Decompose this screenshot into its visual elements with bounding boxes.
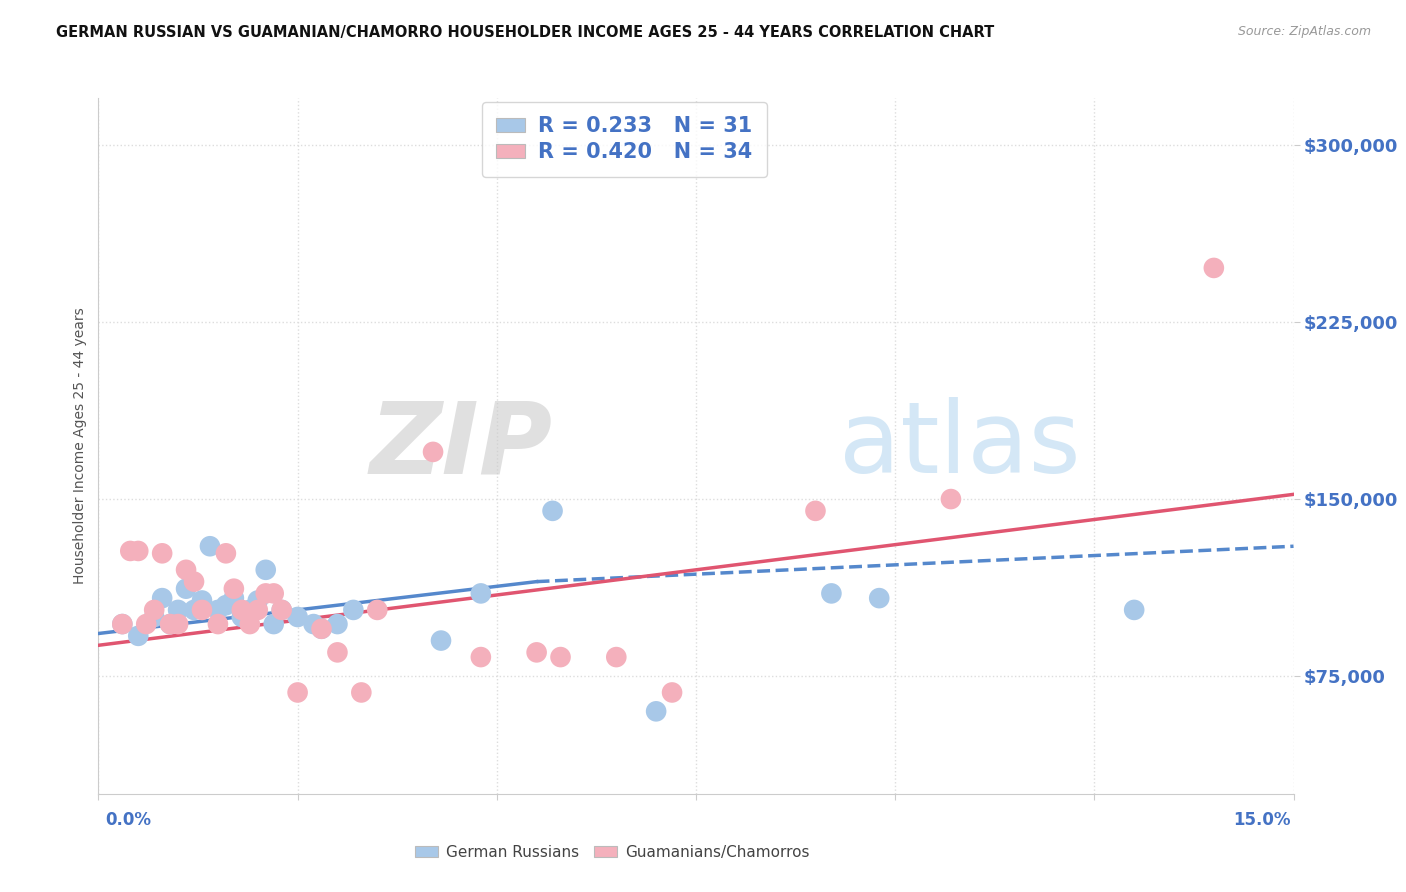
Point <box>804 504 827 518</box>
Point <box>150 546 173 560</box>
Point <box>111 617 134 632</box>
Point <box>311 622 333 636</box>
Point <box>174 563 197 577</box>
Point <box>183 603 205 617</box>
Text: Source: ZipAtlas.com: Source: ZipAtlas.com <box>1237 25 1371 38</box>
Point <box>326 617 349 632</box>
Point <box>263 586 285 600</box>
Point <box>246 603 269 617</box>
Point <box>550 650 572 665</box>
Point <box>287 610 309 624</box>
Point <box>254 563 277 577</box>
Point <box>254 586 277 600</box>
Point <box>207 603 229 617</box>
Point <box>231 610 253 624</box>
Point <box>143 603 166 617</box>
Point <box>287 685 309 699</box>
Y-axis label: Householder Income Ages 25 - 44 years: Householder Income Ages 25 - 44 years <box>73 308 87 584</box>
Point <box>191 593 214 607</box>
Point <box>430 633 453 648</box>
Point <box>127 544 149 558</box>
Point <box>222 591 245 606</box>
Point <box>167 617 190 632</box>
Point <box>868 591 890 606</box>
Point <box>246 593 269 607</box>
Point <box>470 650 492 665</box>
Point <box>239 617 262 632</box>
Point <box>174 582 197 596</box>
Point <box>183 574 205 589</box>
Point <box>135 617 157 632</box>
Point <box>645 704 668 718</box>
Point <box>198 539 221 553</box>
Point <box>159 617 181 632</box>
Point <box>311 622 333 636</box>
Point <box>326 645 349 659</box>
Point <box>1123 603 1146 617</box>
Point <box>302 617 325 632</box>
Point <box>239 603 262 617</box>
Point <box>111 617 134 632</box>
Text: 0.0%: 0.0% <box>105 811 152 829</box>
Point <box>820 586 842 600</box>
Point <box>167 603 190 617</box>
Point <box>127 629 149 643</box>
Legend: German Russians, Guamanians/Chamorros: German Russians, Guamanians/Chamorros <box>409 839 815 866</box>
Point <box>263 617 285 632</box>
Point <box>422 445 444 459</box>
Point <box>605 650 627 665</box>
Text: atlas: atlas <box>839 398 1081 494</box>
Point <box>939 491 962 506</box>
Point <box>150 591 173 606</box>
Point <box>120 544 142 558</box>
Point <box>470 586 492 600</box>
Point <box>215 598 238 612</box>
Point <box>270 603 292 617</box>
Point <box>526 645 548 659</box>
Point <box>191 603 214 617</box>
Point <box>207 617 229 632</box>
Point <box>541 504 564 518</box>
Point <box>342 603 364 617</box>
Point <box>350 685 373 699</box>
Point <box>231 603 253 617</box>
Point <box>222 582 245 596</box>
Point <box>661 685 683 699</box>
Point <box>270 603 292 617</box>
Text: ZIP: ZIP <box>370 398 553 494</box>
Text: GERMAN RUSSIAN VS GUAMANIAN/CHAMORRO HOUSEHOLDER INCOME AGES 25 - 44 YEARS CORRE: GERMAN RUSSIAN VS GUAMANIAN/CHAMORRO HOU… <box>56 25 994 40</box>
Point <box>366 603 388 617</box>
Point <box>1202 260 1225 275</box>
Point <box>215 546 238 560</box>
Text: 15.0%: 15.0% <box>1233 811 1291 829</box>
Point <box>159 617 181 632</box>
Point <box>143 610 166 624</box>
